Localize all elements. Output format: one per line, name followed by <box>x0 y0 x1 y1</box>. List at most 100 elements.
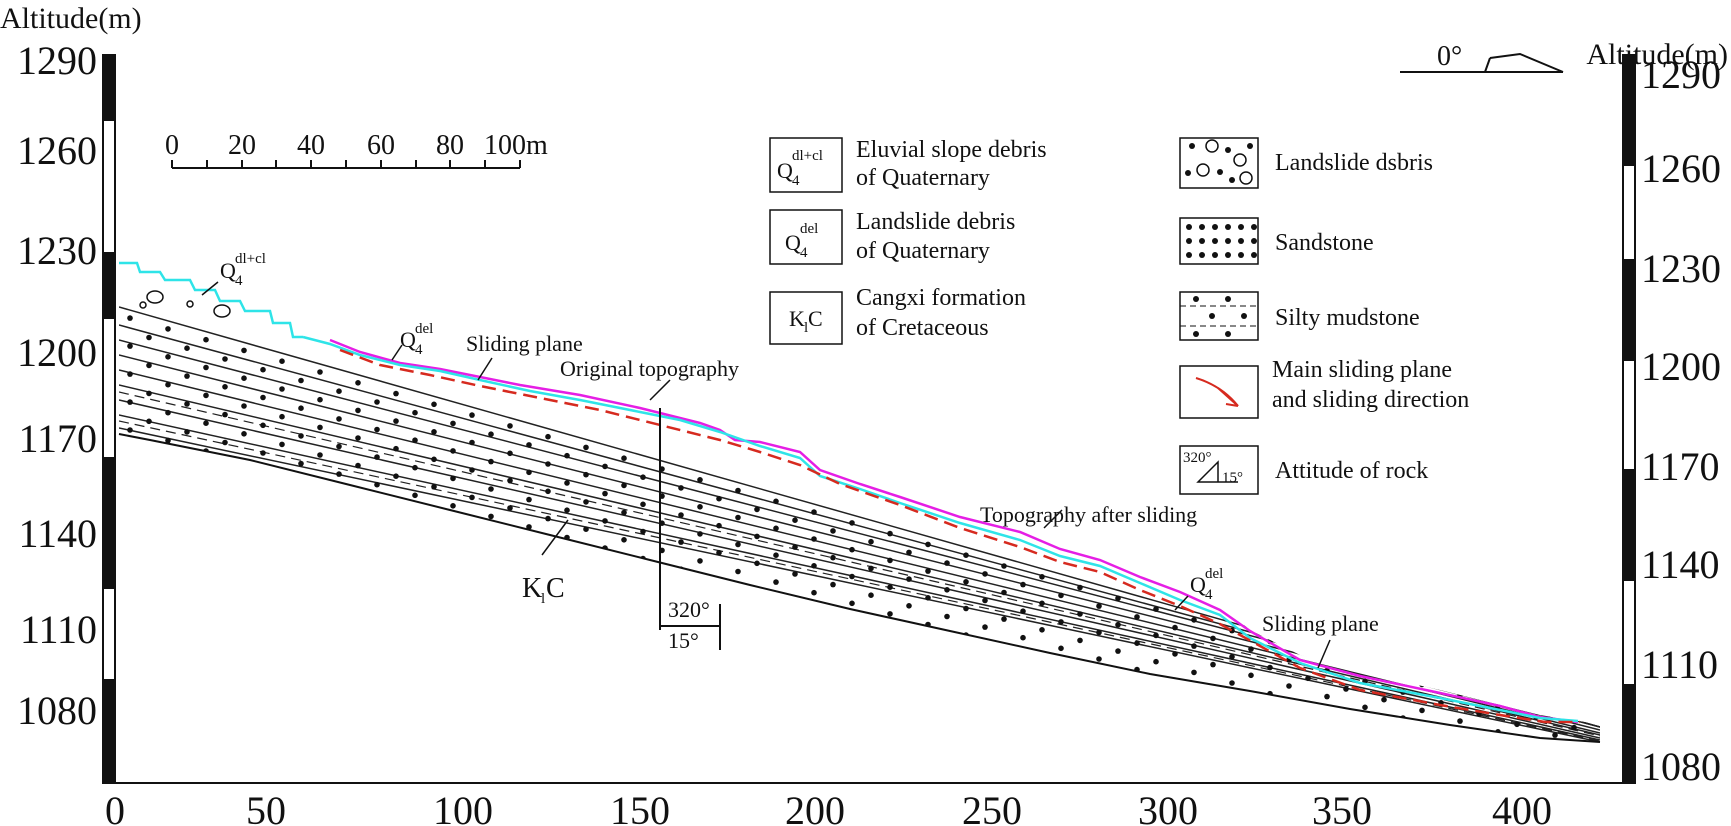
sandstone-dot <box>1153 658 1159 665</box>
sandstone-dot <box>773 579 779 585</box>
y-tick-labels-right: 1290 1260 1230 1200 1170 1140 1110 1080 <box>1641 52 1721 789</box>
sandstone-dot <box>830 608 836 615</box>
sandstone-dot <box>1058 592 1064 599</box>
label-original-topography: Original topography <box>560 356 739 381</box>
sandstone-dot <box>279 441 285 448</box>
sandstone-dot <box>564 480 570 486</box>
sandstone-dot <box>792 517 798 523</box>
sandstone-dot <box>830 554 836 561</box>
sandstone-dot <box>431 511 437 518</box>
sandstone-dot <box>1457 718 1463 724</box>
legend-attitude-label: Attitude of rock <box>1275 458 1428 484</box>
sandstone-dot <box>982 650 988 657</box>
sandstone-dot <box>868 619 874 625</box>
sandstone-dot <box>1609 761 1615 767</box>
sandstone-dot <box>1058 619 1064 625</box>
leader-line <box>541 519 569 556</box>
label-q4-del-q: Q <box>400 327 416 352</box>
x-tick-label: 250 <box>962 788 1022 826</box>
sandstone-dot <box>602 518 608 524</box>
sandstone-dot <box>925 541 931 548</box>
sandstone-dot <box>184 401 190 407</box>
sandstone-dot <box>1362 704 1368 711</box>
pattern-dot <box>1185 170 1191 176</box>
sandstone-dot <box>1020 608 1026 614</box>
sandstone-dot <box>1153 606 1159 612</box>
mudstone-dash-line <box>119 391 1600 737</box>
sandstone-dot <box>1039 574 1045 580</box>
sandstone-dot <box>925 648 931 654</box>
sandstone-dot <box>279 358 285 365</box>
sandstone-dot <box>1628 805 1634 811</box>
pattern-dot <box>1199 252 1205 258</box>
sandstone-dot <box>1343 738 1349 742</box>
bedding-line <box>119 384 1600 736</box>
legend-main-sliding-label-1: Main sliding plane <box>1272 357 1452 383</box>
sandstone-dot <box>1438 752 1444 758</box>
pattern-dot <box>1229 177 1235 183</box>
sandstone-dot <box>1039 680 1045 686</box>
sandstone-dot <box>1267 664 1273 671</box>
sandstone-dot <box>526 469 532 476</box>
legend-attitude-strike: 320° <box>1183 450 1212 466</box>
sandstone-dot <box>488 431 494 438</box>
pattern-dot <box>1238 238 1244 244</box>
pattern-dot <box>1193 331 1199 337</box>
label-q4-del-sup: del <box>415 321 433 337</box>
diagram-labels: Q 4 dl+cl Q 4 del Sliding plane Original… <box>201 251 1379 669</box>
sandstone-dot <box>583 499 589 505</box>
debris-clast <box>139 301 147 309</box>
sandstone-dot <box>279 413 285 420</box>
sandstone-dot <box>925 568 931 574</box>
sandstone-dot <box>1039 627 1045 633</box>
sandstone-dot <box>1419 733 1425 740</box>
sandstone-dot <box>621 564 627 570</box>
sandstone-dot <box>450 475 456 482</box>
sandstone-dot <box>697 504 703 510</box>
sandstone-dot <box>735 487 741 494</box>
sandstone-dot <box>830 581 836 588</box>
pattern-dot <box>1193 296 1199 302</box>
legend-landslide-debris-label-1: Landslide debris <box>856 209 1015 235</box>
altitude-bar-segment <box>1622 164 1636 261</box>
sandstone-dot <box>754 560 760 567</box>
altitude-bar-segment <box>102 679 116 784</box>
bedding-lines <box>119 306 1600 742</box>
sandstone-dot <box>1077 690 1083 697</box>
label-sliding-plane-upper: Sliding plane <box>466 331 583 356</box>
sandstone-dot <box>1115 674 1121 681</box>
sandstone-dot <box>1571 751 1577 757</box>
label-q4-del-lower-sub: 4 <box>1205 587 1213 603</box>
sandstone-dot <box>735 514 741 521</box>
sandstone-dot <box>887 557 893 564</box>
sandstone-dot <box>906 603 912 609</box>
sandstone-dot <box>431 484 437 490</box>
y-tick-label: 1080 <box>17 688 97 733</box>
sandstone-dot <box>545 488 551 495</box>
sandstone-dot <box>1609 812 1615 818</box>
sandstone-dot <box>298 377 304 384</box>
pattern-dot <box>1225 147 1231 153</box>
legend-landslide-dsbris-label: Landslide dsbris <box>1275 150 1433 176</box>
sandstone-dot <box>887 611 893 617</box>
sandstone-dot <box>640 528 646 535</box>
altitude-bar-segment <box>102 457 116 589</box>
sandstone-dot <box>735 595 741 602</box>
sandstone-dot <box>1248 698 1254 705</box>
sandstone-dot <box>184 345 190 352</box>
pattern-dot <box>1241 313 1247 319</box>
sandstone-dot <box>1172 703 1178 710</box>
sandstone-dot <box>1020 661 1026 667</box>
sandstone-dot <box>336 443 342 450</box>
sandstone-dot <box>678 485 684 491</box>
sandstone-dot <box>374 454 380 460</box>
sandstone-dot <box>127 315 133 321</box>
sandstone-dot <box>697 531 703 537</box>
sandstone-dot <box>754 533 760 540</box>
sandstone-dot <box>963 605 969 612</box>
sandstone-dot <box>906 629 912 636</box>
sandstone-dot <box>374 399 380 405</box>
legend-swatch-eluvial <box>769 137 843 193</box>
sandstone-dot <box>602 463 608 470</box>
sliding-arrow-icon <box>1217 387 1239 407</box>
